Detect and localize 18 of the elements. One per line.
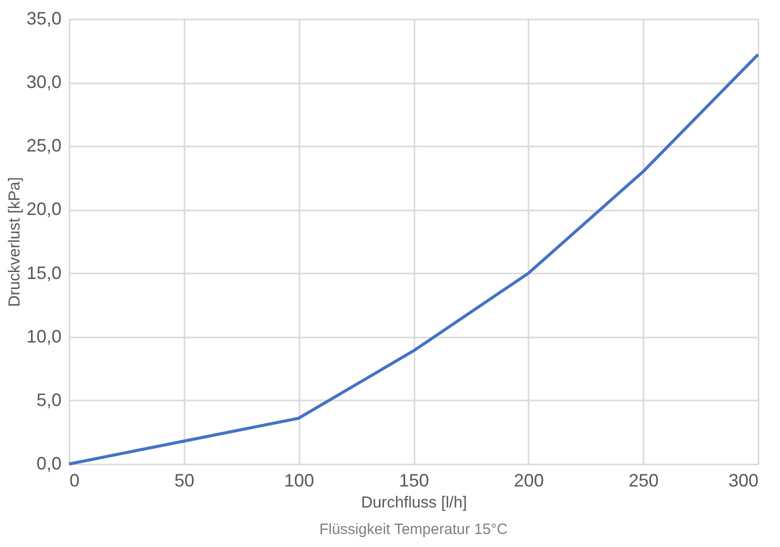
y-tick-label: 5,0 xyxy=(36,390,62,410)
x-tick-label: 50 xyxy=(174,470,194,490)
y-tick-label: 35,0 xyxy=(26,8,62,28)
y-tick-label: 25,0 xyxy=(26,136,62,156)
x-tick-label: 0 xyxy=(70,470,80,490)
y-axis-title: Druckverlust [kPa] xyxy=(6,177,24,307)
y-tick-label: 30,0 xyxy=(26,72,62,92)
text: Flüssigkeit Temperatur 15°C xyxy=(319,521,508,538)
x-tick-label: 200 xyxy=(514,470,544,490)
y-tick-label: 10,0 xyxy=(26,326,62,346)
x-axis-title: Durchfluss [l/h] xyxy=(361,494,467,512)
x-tick-label: 100 xyxy=(284,470,314,490)
y-tick-label: 0,0 xyxy=(36,454,62,474)
y-tick-label: 20,0 xyxy=(26,199,62,220)
y-tick-label: 15,0 xyxy=(26,262,62,283)
x-tick-label: 300 xyxy=(728,470,758,490)
x-tick-label: 250 xyxy=(628,470,659,490)
x-tick-label: 150 xyxy=(398,470,430,490)
